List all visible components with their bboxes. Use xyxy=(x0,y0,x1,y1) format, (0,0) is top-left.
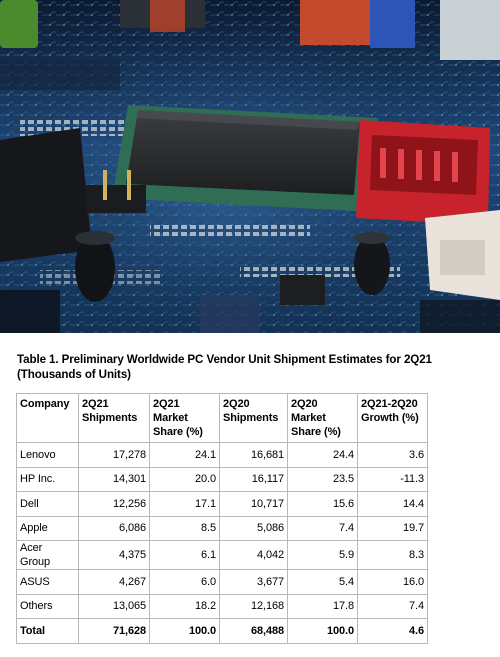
cell-growth: 3.6 xyxy=(357,442,428,468)
cell-2q20-shipments: 3,677 xyxy=(219,569,288,595)
cell-company: Apple xyxy=(16,515,79,541)
cell-2q21-shipments: 6,086 xyxy=(78,515,150,541)
cell-2q21-shipments: 12,256 xyxy=(78,491,150,517)
cell-company: Acer Group xyxy=(16,540,79,570)
cell-growth: 7.4 xyxy=(357,593,428,619)
header-growth: 2Q21-2Q20 Growth (%) xyxy=(357,393,428,443)
shipment-table: Company 2Q21 Shipments 2Q21 Market Share… xyxy=(16,393,428,644)
total-label: Total xyxy=(16,618,79,644)
cell-2q21-market-share: 20.0 xyxy=(149,466,220,492)
cell-2q21-shipments: 17,278 xyxy=(78,442,150,468)
cell-2q20-market-share: 15.6 xyxy=(287,491,358,517)
cell-company: Lenovo xyxy=(16,442,79,468)
table-header-row: Company 2Q21 Shipments 2Q21 Market Share… xyxy=(16,393,428,443)
cell-company: Dell xyxy=(16,491,79,517)
cell-growth: 16.0 xyxy=(357,569,428,595)
table-row: Dell 12,256 17.1 10,717 15.6 14.4 xyxy=(16,491,428,517)
cell-growth: 8.3 xyxy=(357,540,428,570)
table-row: Acer Group 4,375 6.1 4,042 5.9 8.3 xyxy=(16,540,428,570)
header-2q20-shipments: 2Q20 Shipments xyxy=(219,393,288,443)
cell-company: HP Inc. xyxy=(16,466,79,492)
cell-2q21-market-share: 24.1 xyxy=(149,442,220,468)
cell-2q20-market-share: 24.4 xyxy=(287,442,358,468)
cell-2q20-market-share: 5.9 xyxy=(287,540,358,570)
table-row: HP Inc. 14,301 20.0 16,117 23.5 -11.3 xyxy=(16,466,428,492)
cell-growth: 19.7 xyxy=(357,515,428,541)
cell-2q21-market-share: 6.1 xyxy=(149,540,220,570)
cell-2q20-shipments: 10,717 xyxy=(219,491,288,517)
cell-2q21-shipments: 4,375 xyxy=(78,540,150,570)
circuit-board-image xyxy=(0,0,500,333)
cell-2q21-market-share: 8.5 xyxy=(149,515,220,541)
total-2q21-shipments: 71,628 xyxy=(78,618,150,644)
cell-2q20-market-share: 5.4 xyxy=(287,569,358,595)
total-2q21-market-share: 100.0 xyxy=(149,618,220,644)
table-row: Others 13,065 18.2 12,168 17.8 7.4 xyxy=(16,593,428,619)
total-2q20-shipments: 68,488 xyxy=(219,618,288,644)
table-row: Apple 6,086 8.5 5,086 7.4 19.7 xyxy=(16,515,428,541)
cell-growth: 14.4 xyxy=(357,491,428,517)
cell-2q20-shipments: 4,042 xyxy=(219,540,288,570)
table-row: Lenovo 17,278 24.1 16,681 24.4 3.6 xyxy=(16,442,428,468)
cell-2q21-market-share: 17.1 xyxy=(149,491,220,517)
cell-2q21-shipments: 14,301 xyxy=(78,466,150,492)
total-2q20-market-share: 100.0 xyxy=(287,618,358,644)
cell-2q20-shipments: 16,117 xyxy=(219,466,288,492)
cell-company: ASUS xyxy=(16,569,79,595)
cell-company: Others xyxy=(16,593,79,619)
cell-2q20-market-share: 17.8 xyxy=(287,593,358,619)
table-caption: Table 1. Preliminary Worldwide PC Vendor… xyxy=(17,353,432,381)
total-growth: 4.6 xyxy=(357,618,428,644)
header-2q21-market-share: 2Q21 Market Share (%) xyxy=(149,393,220,443)
header-2q20-market-share: 2Q20 Market Share (%) xyxy=(287,393,358,443)
cell-2q21-market-share: 6.0 xyxy=(149,569,220,595)
cell-2q21-market-share: 18.2 xyxy=(149,593,220,619)
circuit-board-photo xyxy=(0,0,500,333)
cell-2q20-market-share: 7.4 xyxy=(287,515,358,541)
cell-2q20-shipments: 5,086 xyxy=(219,515,288,541)
cell-2q20-shipments: 12,168 xyxy=(219,593,288,619)
cell-2q20-shipments: 16,681 xyxy=(219,442,288,468)
table-total-row: Total 71,628 100.0 68,488 100.0 4.6 xyxy=(16,618,428,644)
table-row: ASUS 4,267 6.0 3,677 5.4 16.0 xyxy=(16,569,428,595)
cell-growth: -11.3 xyxy=(357,466,428,492)
cell-2q21-shipments: 4,267 xyxy=(78,569,150,595)
cell-2q21-shipments: 13,065 xyxy=(78,593,150,619)
header-company: Company xyxy=(16,393,79,443)
cell-2q20-market-share: 23.5 xyxy=(287,466,358,492)
header-2q21-shipments: 2Q21 Shipments xyxy=(78,393,150,443)
